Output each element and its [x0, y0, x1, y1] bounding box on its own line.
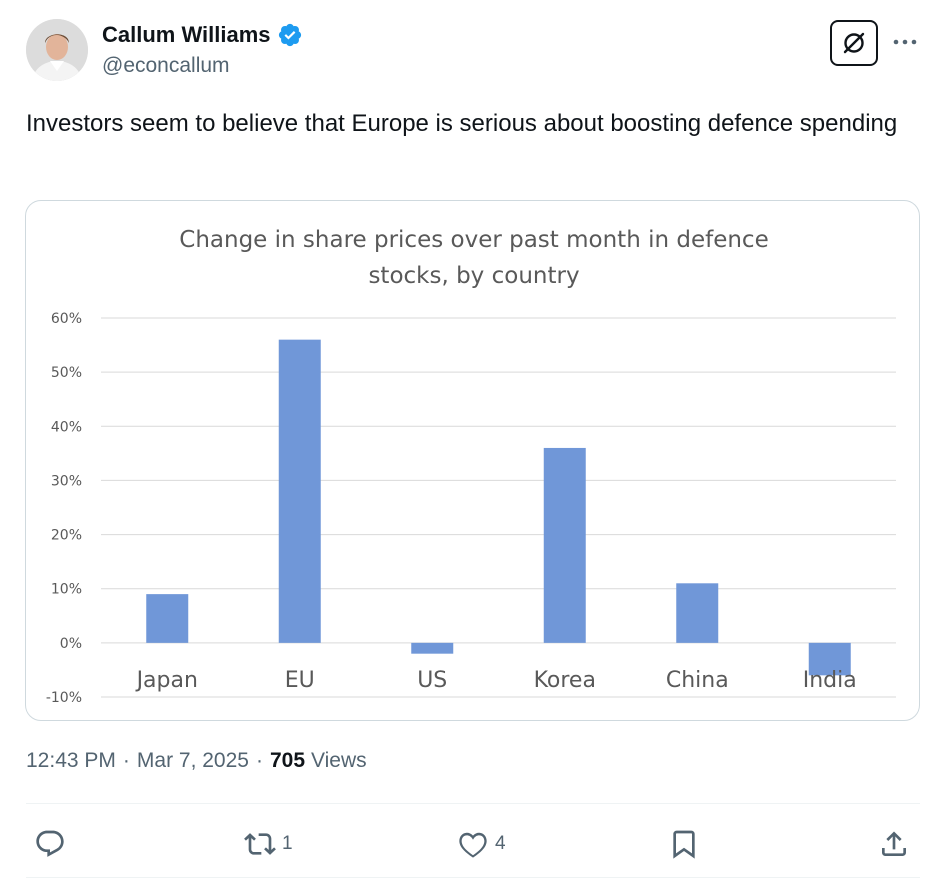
tweet-time[interactable]: 12:43 PM [26, 749, 116, 772]
like-count: 4 [495, 833, 506, 854]
bookmark-icon [673, 830, 695, 859]
author-name-row[interactable]: Callum Williams [102, 22, 303, 48]
reply-button[interactable] [34, 824, 72, 864]
x-category-label: Japan [135, 668, 198, 693]
avatar[interactable] [26, 19, 88, 81]
like-button[interactable]: 4 [457, 824, 506, 864]
y-tick-label: 30% [51, 473, 82, 489]
bar-us [411, 642, 454, 654]
action-bar: 1 4 [0, 824, 945, 864]
tweet-date[interactable]: Mar 7, 2025 [136, 749, 249, 772]
share-icon [882, 831, 906, 856]
more-horizontal-icon [893, 39, 917, 45]
x-category-label: Korea [534, 668, 596, 693]
tweet-text: Investors seem to believe that Europe is… [26, 110, 898, 137]
x-category-label: US [417, 668, 447, 693]
y-tick-label: 0% [60, 636, 82, 652]
author-display-name[interactable]: Callum Williams [102, 22, 271, 47]
x-category-label: EU [285, 668, 315, 693]
bar-korea [543, 447, 586, 643]
y-tick-label: 60% [51, 311, 82, 327]
author-handle[interactable]: @econcallum [102, 54, 230, 77]
tweet-media-chart[interactable]: Change in share prices over past month i… [25, 200, 920, 721]
y-tick-label: 40% [51, 419, 82, 435]
bar-eu [278, 339, 321, 643]
meta-separator: · [122, 749, 130, 772]
bar-china [676, 583, 719, 643]
retweet-count: 1 [282, 833, 293, 854]
views-label: Views [311, 749, 367, 772]
y-tick-label: 20% [51, 528, 82, 544]
grok-button[interactable] [830, 20, 878, 66]
chart-title-line-1: Change in share prices over past month i… [179, 227, 768, 253]
bar-japan [146, 594, 189, 643]
y-tick-label: 10% [51, 582, 82, 598]
divider [26, 877, 920, 878]
y-tick-label: -10% [46, 690, 82, 706]
verified-badge-icon [278, 23, 301, 47]
divider [26, 803, 920, 804]
x-category-label: India [803, 668, 857, 693]
tweet-meta: 12:43 PM · Mar 7, 2025 · 705 Views [26, 749, 367, 773]
share-button[interactable] [878, 824, 910, 864]
y-tick-label: 50% [51, 365, 82, 381]
retweet-button[interactable]: 1 [244, 824, 293, 864]
bar-chart: Change in share prices over past month i… [46, 227, 896, 706]
bookmark-button[interactable] [668, 824, 700, 864]
bar-india [808, 642, 851, 676]
more-options-button[interactable] [890, 30, 920, 54]
heart-icon [459, 832, 487, 858]
meta-separator: · [255, 749, 263, 772]
x-category-label: China [666, 668, 729, 693]
grok-icon [843, 32, 865, 54]
chart-title-line-2: stocks, by country [368, 263, 579, 289]
avatar-image [26, 19, 88, 81]
views-count: 705 [269, 749, 306, 772]
reply-icon [36, 830, 64, 857]
retweet-icon [244, 833, 276, 855]
